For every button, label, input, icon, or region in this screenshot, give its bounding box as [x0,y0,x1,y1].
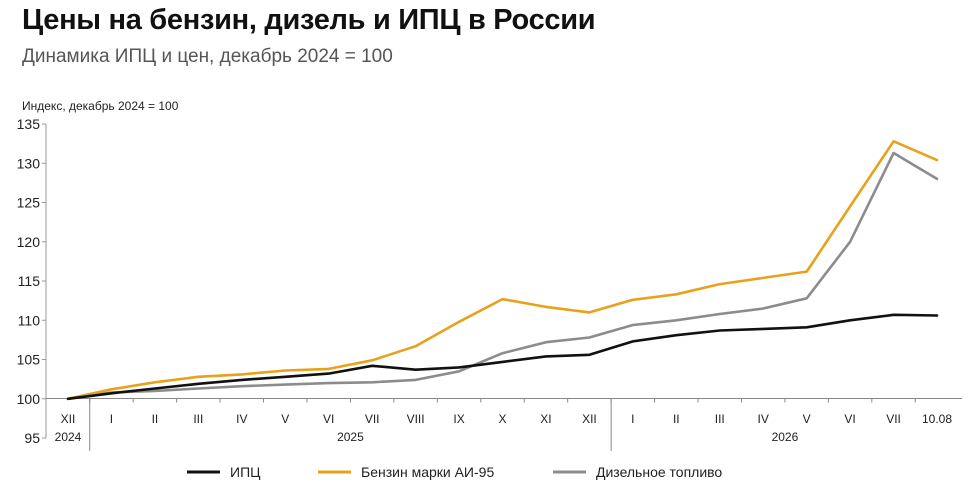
series-lines [66,140,939,401]
y-tick-label: 105 [17,352,41,368]
x-tick-label: III [193,412,203,426]
legend-label: Дизельное топливо [596,464,722,480]
x-tick-label: IV [236,412,247,426]
x-tick-label: V [803,412,811,426]
y-axis: 95 100 105 110 115 120 125 130 135 [17,116,47,446]
legend-label: ИПЦ [230,464,261,480]
y-tick-label: 125 [17,195,41,211]
series-line-0 [66,313,939,401]
x-tick-label: I [631,412,634,426]
x-tick-label: XII [61,412,76,426]
x-axis: XII I II III IV V VI VII VIII IX X XI XII I II III IV V VI… [46,398,962,451]
legend: ИПЦ Бензин марки АИ-95 Дизельное топливо [187,464,722,480]
x-tick-label: VI [323,412,334,426]
x-tick-label: IV [758,412,769,426]
x-tick-label: III [715,412,725,426]
x-tick-label: VI [844,412,855,426]
x-tick-label: X [498,412,506,426]
series-line-2 [66,151,939,401]
page-title: Цены на бензин, дизель и ИПЦ в России [22,4,596,36]
x-tick-label: VIII [407,412,425,426]
x-tick-label: VII [886,412,901,426]
x-tick-label: VII [365,412,380,426]
y-tick-label: 135 [17,116,41,132]
y-tick-label: 115 [18,273,41,289]
y-tick-label: 120 [17,234,41,250]
y-axis-label: Индекс, декабрь 2024 = 100 [22,99,179,113]
x-tick-label: XII [582,412,597,426]
year-label: 2026 [772,430,799,444]
x-tick-label: V [281,412,289,426]
page-subtitle: Динамика ИПЦ и цен, декабрь 2024 = 100 [22,46,393,67]
x-tick-label: II [152,412,159,426]
x-tick-label: II [673,412,680,426]
x-tick-label: XI [540,412,551,426]
year-label: 2025 [337,430,364,444]
legend-label: Бензин марки АИ-95 [361,464,494,480]
x-tick-label: I [110,412,113,426]
year-label: 2024 [55,430,82,444]
y-tick-label: 95 [24,430,40,446]
y-tick-label: 110 [18,312,41,328]
x-tick-label: IX [453,412,464,426]
series-line-1 [66,140,939,401]
x-tick-label: 10.08 [922,412,952,426]
y-tick-label: 100 [17,391,41,407]
y-tick-label: 130 [17,155,41,171]
